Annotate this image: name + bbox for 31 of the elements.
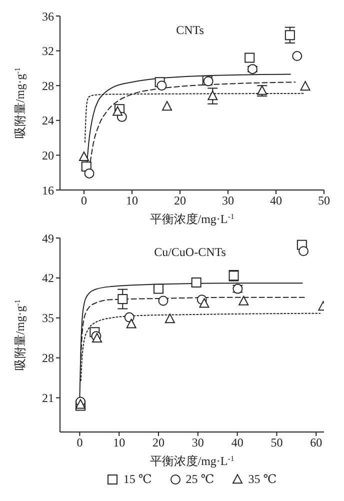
legend-label: 25 ℃ [186, 472, 214, 487]
x-tick-label: 50 [318, 194, 330, 208]
y-tick-label: 35 [42, 311, 54, 326]
text: CNTs [176, 23, 204, 37]
x-tick-label: 40 [270, 194, 282, 208]
x-tick-label: 0 [76, 436, 83, 450]
x-tick-label: 20 [174, 194, 186, 208]
legend-label: 15 ℃ [123, 472, 152, 487]
text: Cu/CuO-CNTs [154, 245, 226, 259]
y-tick-label: 49 [42, 231, 54, 246]
x-tick-label: 10 [113, 436, 126, 450]
x-tick-label: 20 [152, 436, 165, 450]
legend-label: 35 ℃ [248, 472, 277, 487]
x-tick-label: 50 [270, 436, 283, 450]
y-tick-label: 28 [42, 351, 54, 366]
x-tick-label: 40 [231, 436, 244, 450]
x-tick-label: 30 [192, 436, 204, 450]
x-tick-label: 10 [126, 194, 138, 208]
x-axis-title: 平衡浓度/mg·L$^{-1}$ [150, 212, 234, 226]
x-tick-label: 30 [222, 194, 234, 208]
y-tick-label: 28 [42, 78, 54, 93]
x-tick-label: 60 [310, 436, 322, 450]
y-tick-label: 24 [42, 114, 54, 128]
y-tick-label: 32 [42, 44, 54, 58]
y-tick-label: 42 [42, 271, 54, 286]
y-tick-label: 36 [42, 9, 54, 24]
x-tick-label: 0 [81, 194, 87, 208]
y-tick-label: 16 [42, 183, 54, 198]
y-tick-label: 20 [42, 148, 54, 162]
x-axis-title: 平衡浓度/mg·L$^{-1}$ [150, 454, 234, 468]
y-tick-label: 21 [42, 391, 54, 406]
